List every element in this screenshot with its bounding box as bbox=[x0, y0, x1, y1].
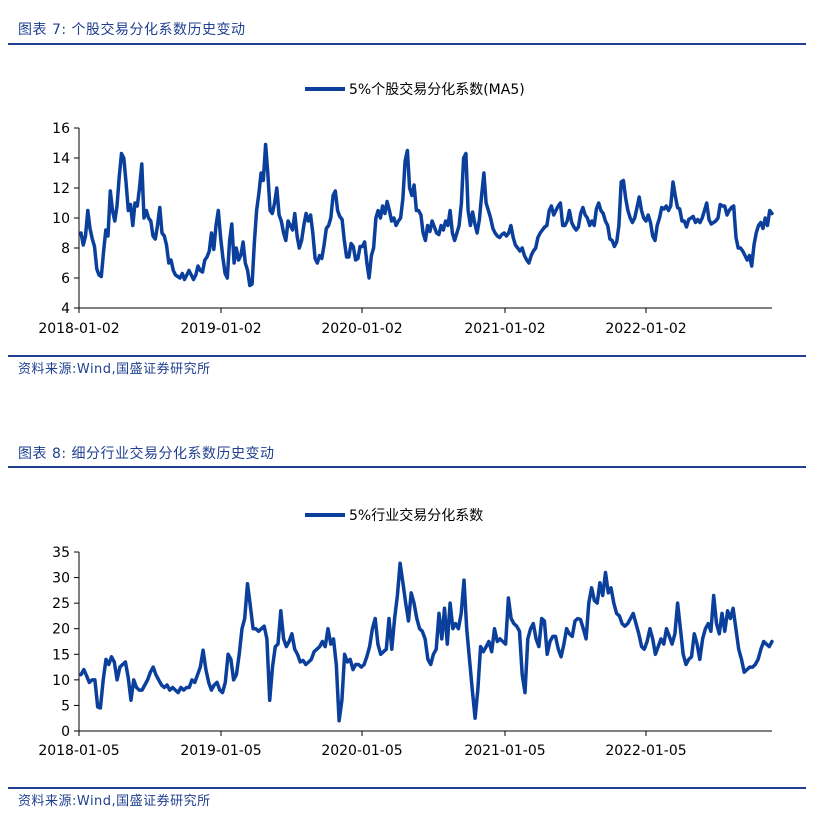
figure1-x-tick-label: 2020-01-02 bbox=[321, 321, 402, 337]
figure2-bottom-rule bbox=[8, 787, 806, 789]
figure2-y-tick-label: 0 bbox=[61, 724, 70, 740]
figure2-legend: 5%行业交易分化系数 bbox=[305, 507, 483, 524]
figure2-y-tick-label: 35 bbox=[52, 545, 70, 561]
figure2-legend-label: 5%行业交易分化系数 bbox=[349, 507, 483, 524]
figure1-x-tick-label: 2021-01-02 bbox=[464, 321, 545, 337]
figure2-source: 资料来源:Wind,国盛证券研究所 bbox=[18, 794, 211, 809]
figure2-y-tick-label: 30 bbox=[52, 571, 70, 587]
figure2-x-tick-label: 2021-01-05 bbox=[464, 743, 545, 759]
figure2-top-rule bbox=[8, 466, 806, 468]
figure2-title: 图表 8: 细分行业交易分化系数历史变动 bbox=[18, 446, 275, 462]
figure1-top-rule bbox=[8, 43, 806, 45]
figure1-chart-svg: 5%个股交易分化系数(MA5) 4 6 8 10 12 14 16 2018-01-02 2019… bbox=[38, 81, 774, 337]
figure2-y-tick-label: 15 bbox=[52, 647, 70, 663]
figure2-x-tick-label: 2018-01-05 bbox=[38, 743, 119, 759]
figure1-y-tick-label: 6 bbox=[61, 271, 70, 287]
figure1-y-tick-label: 14 bbox=[52, 151, 70, 167]
figure1-legend: 5%个股交易分化系数(MA5) bbox=[305, 81, 525, 98]
figure2-x-tick-label: 2022-01-05 bbox=[605, 743, 686, 759]
figure1-y-tick-label: 16 bbox=[52, 121, 70, 137]
figure2-x-tick-label: 2020-01-05 bbox=[321, 743, 402, 759]
figure1-source: 资料来源:Wind,国盛证券研究所 bbox=[18, 362, 211, 377]
figure1-x-tick-label: 2022-01-02 bbox=[605, 321, 686, 337]
figure2-chart-svg: 5%行业交易分化系数 0 5 10 15 20 25 30 35 2018-01-05 2019-0… bbox=[38, 507, 774, 759]
figure2-y-tick-label: 10 bbox=[52, 673, 70, 689]
figure1-legend-label: 5%个股交易分化系数(MA5) bbox=[349, 81, 525, 98]
figure1-x-tick-label: 2019-01-02 bbox=[180, 321, 261, 337]
figure2-y-tick-label: 20 bbox=[52, 622, 70, 638]
figure2-series-line bbox=[79, 561, 774, 723]
figure2-y-tick-label: 5 bbox=[61, 698, 70, 714]
figure1-y-tick-label: 10 bbox=[52, 211, 70, 227]
figure2-y-tick-label: 25 bbox=[52, 596, 70, 612]
figure1-y-tick-label: 4 bbox=[61, 301, 70, 317]
figure1-y-tick-label: 8 bbox=[61, 241, 70, 257]
figure1-y-tick-label: 12 bbox=[52, 181, 70, 197]
figure2-chart: 5%行业交易分化系数 0 5 10 15 20 25 30 35 2018-01-05 2019-0… bbox=[0, 490, 817, 775]
figure1-chart: 5%个股交易分化系数(MA5) 4 6 8 10 12 14 16 2018-01-02 2019… bbox=[0, 56, 817, 346]
figure1-title: 图表 7: 个股交易分化系数历史变动 bbox=[18, 22, 246, 38]
figure1-x-tick-label: 2018-01-02 bbox=[38, 321, 119, 337]
figure1-bottom-rule bbox=[8, 355, 806, 357]
figure2-x-tick-label: 2019-01-05 bbox=[180, 743, 261, 759]
figure1-series-line bbox=[79, 142, 774, 288]
